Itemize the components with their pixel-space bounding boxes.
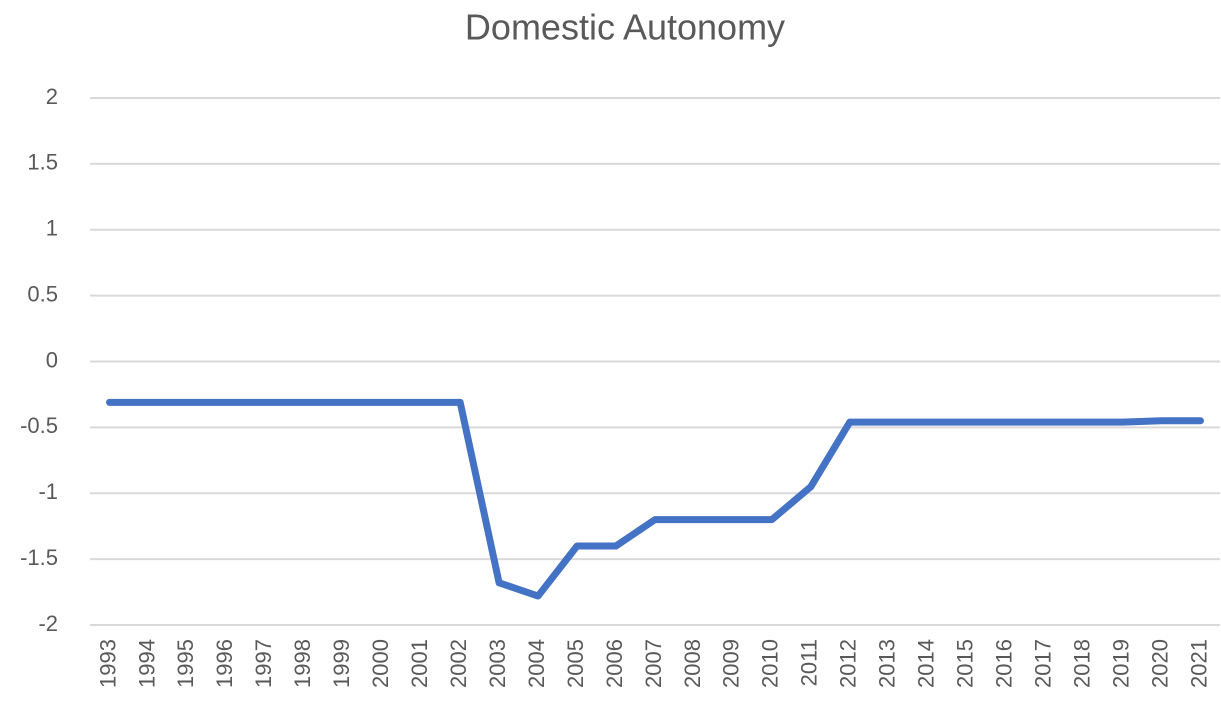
x-tick-label: 1994 [134, 639, 159, 688]
x-tick-label: 1993 [95, 639, 120, 688]
x-tick-label: 2015 [953, 639, 978, 688]
x-tick-label: 2011 [797, 639, 822, 686]
y-tick-label: -1.5 [20, 545, 58, 570]
x-tick-label: 2001 [407, 639, 432, 688]
x-tick-label: 2013 [875, 639, 900, 688]
x-tick-label: 2003 [485, 639, 510, 688]
x-tick-label: 1999 [329, 639, 354, 688]
y-tick-label: 1 [46, 216, 58, 241]
x-tick-label: 2009 [719, 639, 744, 688]
x-tick-label: 1996 [212, 639, 237, 688]
x-tick-label: 2007 [641, 639, 666, 688]
y-tick-label: -1 [38, 479, 58, 504]
y-tick-label: 0 [46, 347, 58, 372]
x-tick-label: 2008 [680, 639, 705, 688]
x-tick-label: 2000 [368, 639, 393, 688]
x-tick-label: 2017 [1030, 639, 1055, 688]
y-tick-label: 1.5 [27, 150, 58, 175]
x-tick-label: 1995 [173, 639, 198, 688]
x-tick-label: 2010 [758, 639, 783, 688]
x-tick-label: 2004 [524, 639, 549, 688]
x-tick-label: 2019 [1108, 639, 1133, 688]
y-tick-label: -2 [38, 611, 58, 636]
y-tick-label: 0.5 [27, 281, 58, 306]
y-tick-label: 2 [46, 84, 58, 109]
x-tick-label: 1997 [251, 639, 276, 688]
x-tick-label: 2021 [1186, 639, 1211, 688]
x-tick-label: 2020 [1147, 639, 1172, 688]
x-tick-label: 2012 [836, 639, 861, 688]
x-tick-label: 2018 [1069, 639, 1094, 688]
chart-title: Domestic Autonomy [465, 7, 785, 48]
x-tick-label: 2014 [914, 639, 939, 688]
y-tick-label: -0.5 [20, 413, 58, 438]
x-tick-label: 2016 [992, 639, 1017, 688]
x-tick-label: 1998 [290, 639, 315, 688]
x-tick-label: 2002 [446, 639, 471, 688]
line-series [105, 398, 1205, 600]
x-tick-label: 2005 [563, 639, 588, 688]
x-tick-label: 2006 [602, 639, 627, 688]
